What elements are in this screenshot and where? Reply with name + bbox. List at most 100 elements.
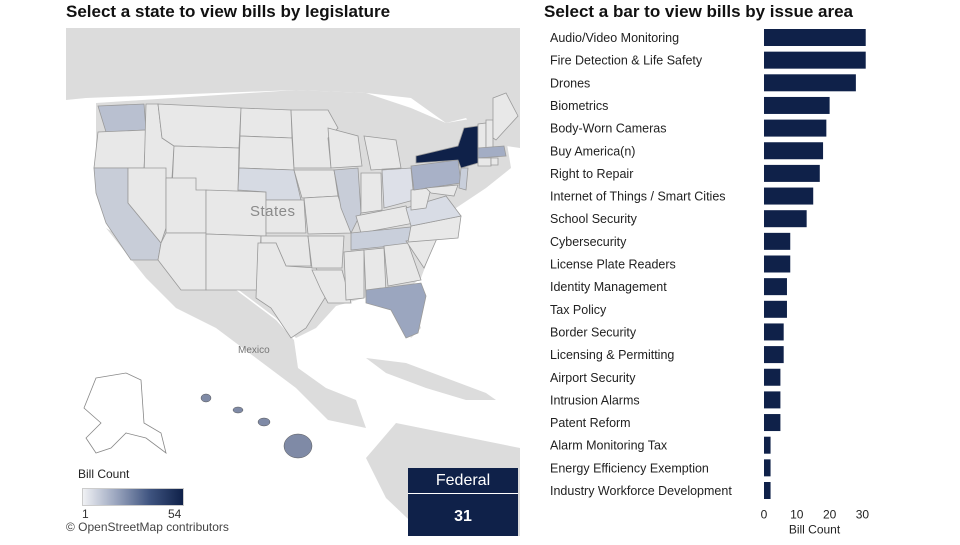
bar[interactable]: [764, 119, 827, 137]
state-texas[interactable]: [255, 242, 329, 339]
bar[interactable]: [764, 232, 791, 250]
bar-label[interactable]: Identity Management: [550, 280, 667, 294]
state-washington[interactable]: [97, 103, 147, 133]
bar[interactable]: [764, 323, 784, 341]
federal-button[interactable]: Federal 31: [408, 468, 518, 536]
hawaii-islands: [200, 393, 313, 459]
mexico-label: Mexico: [238, 345, 270, 356]
bar-label[interactable]: Industry Workforce Development: [550, 484, 732, 498]
x-tick-label: 0: [761, 508, 768, 522]
state-new-hampshire[interactable]: [485, 119, 494, 149]
bar[interactable]: [764, 164, 820, 182]
state-illinois[interactable]: [333, 167, 362, 234]
bar-label[interactable]: Internet of Things / Smart Cities: [550, 190, 726, 204]
bar-label[interactable]: School Security: [550, 212, 638, 226]
state-shapes: [93, 92, 519, 339]
osm-credit[interactable]: © OpenStreetMap contributors: [66, 520, 229, 534]
state-louisiana[interactable]: [311, 269, 352, 304]
state-virginia[interactable]: [405, 195, 462, 227]
bar[interactable]: [764, 96, 830, 114]
state-vermont[interactable]: [477, 122, 487, 149]
bar-label[interactable]: Patent Reform: [550, 416, 631, 430]
state-arkansas[interactable]: [307, 235, 345, 269]
bar[interactable]: [764, 368, 781, 386]
state-connecticut[interactable]: [477, 157, 492, 167]
x-tick-label: 10: [790, 508, 804, 522]
state-new-jersey[interactable]: [458, 167, 469, 191]
x-tick-label: 20: [823, 508, 837, 522]
state-minnesota[interactable]: [290, 109, 339, 169]
bar-label[interactable]: License Plate Readers: [550, 258, 676, 272]
state-south-dakota[interactable]: [238, 135, 295, 171]
x-tick-label: 30: [856, 508, 870, 522]
bar[interactable]: [764, 210, 807, 228]
hawaii-island-big[interactable]: [283, 433, 313, 459]
state-wisconsin[interactable]: [327, 127, 363, 169]
bar[interactable]: [764, 51, 866, 69]
state-massachusetts[interactable]: [477, 145, 507, 159]
bar[interactable]: [764, 482, 771, 499]
bar[interactable]: [764, 391, 781, 409]
bar[interactable]: [764, 187, 814, 205]
state-montana[interactable]: [157, 103, 242, 149]
bar[interactable]: [764, 74, 856, 92]
map-panel-title: Select a state to view bills by legislat…: [66, 2, 391, 21]
state-maryland[interactable]: [425, 184, 459, 197]
state-north-dakota[interactable]: [239, 107, 293, 139]
bar[interactable]: [764, 29, 866, 46]
state-georgia[interactable]: [383, 242, 422, 287]
bar-label[interactable]: Licensing & Permitting: [550, 348, 674, 362]
legend-min-label: 1: [82, 507, 89, 521]
state-nevada[interactable]: [127, 167, 167, 244]
bar[interactable]: [764, 278, 787, 296]
x-axis-title: Bill Count: [789, 523, 841, 537]
bar-label[interactable]: Drones: [550, 76, 590, 90]
bar[interactable]: [764, 459, 771, 477]
state-kansas[interactable]: [265, 199, 307, 234]
bar-panel-title: Select a bar to view bills by issue area: [544, 2, 853, 21]
state-oregon[interactable]: [93, 129, 147, 169]
legend-title: Bill Count: [78, 467, 130, 481]
canada-landmass: [66, 28, 520, 148]
bar-label[interactable]: Fire Detection & Life Safety: [550, 54, 703, 68]
state-mississippi[interactable]: [343, 249, 365, 301]
state-florida[interactable]: [365, 282, 427, 339]
state-rhode-island[interactable]: [490, 157, 499, 166]
bar[interactable]: [764, 414, 781, 432]
hawaii-island-oahu[interactable]: [232, 406, 244, 414]
alaska-landmass: [83, 372, 167, 454]
bar[interactable]: [764, 300, 787, 318]
us-state-map[interactable]: [66, 28, 520, 536]
legend-max-label: 54: [168, 507, 182, 521]
bar-label[interactable]: Tax Policy: [550, 303, 607, 317]
state-new-mexico[interactable]: [205, 233, 262, 291]
bar-label[interactable]: Biometrics: [550, 99, 608, 113]
bar[interactable]: [764, 255, 791, 273]
hawaii-island-maui[interactable]: [257, 417, 271, 427]
bar-chart-svg[interactable]: Audio/Video Monitoring Fire Detection & L…: [540, 26, 960, 540]
bar[interactable]: [764, 142, 824, 160]
bar-label[interactable]: Alarm Monitoring Tax: [550, 439, 668, 453]
state-maine[interactable]: [492, 92, 519, 141]
bar-label[interactable]: Border Security: [550, 325, 637, 339]
federal-label: Federal: [408, 468, 518, 494]
bar-label[interactable]: Body-Worn Cameras: [550, 122, 666, 136]
bar-label[interactable]: Cybersecurity: [550, 235, 627, 249]
mexico-landmass: [106, 228, 366, 428]
bar-label[interactable]: Intrusion Alarms: [550, 393, 640, 407]
bar-label[interactable]: Energy Efficiency Exemption: [550, 461, 709, 475]
bar-label[interactable]: Audio/Video Monitoring: [550, 31, 679, 45]
hawaii-island-kauai[interactable]: [200, 393, 212, 403]
issue-area-bar-chart[interactable]: Audio/Video Monitoring Fire Detection & L…: [540, 26, 960, 540]
bar-label[interactable]: Buy America(n): [550, 144, 635, 158]
state-indiana[interactable]: [360, 172, 383, 214]
bar-label[interactable]: Airport Security: [550, 371, 636, 385]
state-michigan[interactable]: [363, 135, 402, 171]
bar[interactable]: [764, 436, 771, 454]
bar[interactable]: [764, 346, 784, 364]
bar-label[interactable]: Right to Repair: [550, 167, 633, 181]
state-iowa[interactable]: [293, 169, 339, 199]
legend-color-ramp: [82, 488, 184, 506]
map-canvas[interactable]: [66, 28, 520, 536]
country-label: States: [250, 203, 296, 220]
